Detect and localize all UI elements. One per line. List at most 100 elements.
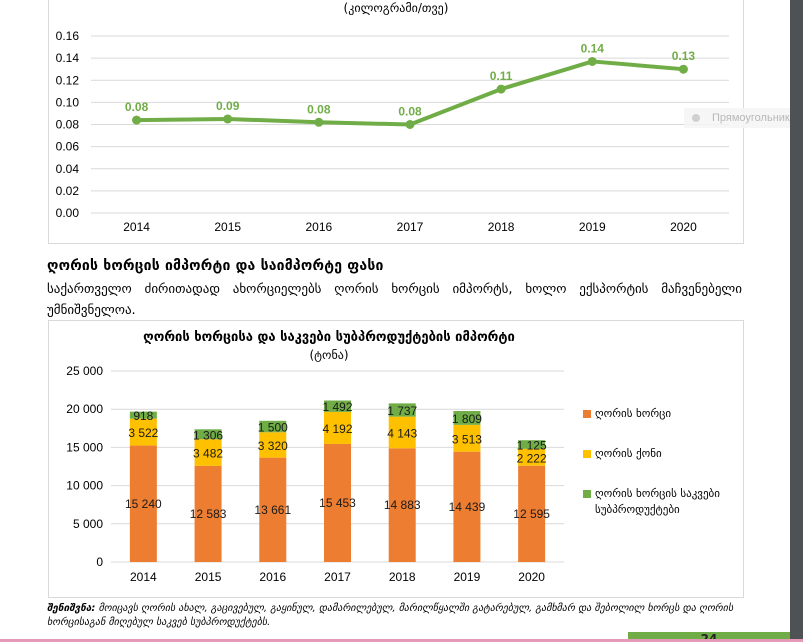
x-tick-label: 2020 bbox=[670, 220, 697, 234]
line-chart-subtitle: (კილოგრამი/თვე) bbox=[343, 1, 449, 15]
viewer-background bbox=[790, 0, 803, 642]
bar-data-label: 13 661 bbox=[254, 503, 291, 517]
bar-data-label: 15 240 bbox=[125, 497, 162, 511]
y-tick-label: 0.14 bbox=[56, 51, 80, 65]
y-tick-label: 25 000 bbox=[66, 364, 103, 378]
section-heading: ღორის ხორცის იმპორტი და საიმპორტე ფასი bbox=[47, 258, 384, 274]
y-tick-label: 0.02 bbox=[56, 184, 80, 198]
bar-segment-fat bbox=[453, 424, 481, 452]
page-border-line bbox=[0, 639, 803, 642]
x-tick-label: 2017 bbox=[397, 220, 424, 234]
section-body-text: საქართველო ძირითადად ახორციელებს ღორის ხ… bbox=[47, 282, 742, 318]
y-tick-label: 0.10 bbox=[56, 95, 80, 109]
bar-data-label: 3 320 bbox=[258, 439, 288, 453]
x-tick-label: 2015 bbox=[214, 220, 241, 234]
x-tick-label: 2015 bbox=[195, 570, 222, 584]
y-tick-label: 5 000 bbox=[73, 517, 103, 531]
x-tick-label: 2018 bbox=[488, 220, 515, 234]
bar-data-label: 1 306 bbox=[193, 428, 223, 442]
bar-segment-pork bbox=[259, 457, 287, 562]
bar-data-label: 918 bbox=[133, 409, 153, 423]
x-tick-label: 2017 bbox=[324, 570, 351, 584]
bar-segment-fat bbox=[518, 448, 546, 466]
y-tick-label: 0.04 bbox=[56, 162, 80, 176]
x-tick-label: 2014 bbox=[123, 220, 150, 234]
bar-segment-offal bbox=[194, 429, 222, 440]
bar-data-label: 12 583 bbox=[190, 507, 227, 521]
legend-item-fat: ღორის ქონი bbox=[583, 446, 733, 462]
bar-segment-pork bbox=[194, 465, 222, 562]
x-tick-label: 2018 bbox=[389, 570, 416, 584]
x-tick-label: 2014 bbox=[130, 570, 157, 584]
line-chart: 0.00 0.02 0.04 0.06 0.08 0.10 0.12 0.14 0.16 2014… bbox=[56, 29, 729, 234]
bar-data-label: 15 453 bbox=[319, 496, 356, 510]
data-point bbox=[405, 120, 415, 129]
shape-tooltip: Прямоугольник bbox=[684, 108, 803, 128]
bar-data-label: 14 883 bbox=[384, 498, 421, 512]
bar-data-label: 3 522 bbox=[128, 426, 158, 440]
bar-chart-legend: ღორის ხორცი ღორის ქონი ღორის ხორცის საკვ… bbox=[583, 406, 733, 542]
data-label: 0.08 bbox=[307, 102, 331, 116]
bar-data-label: 1 125 bbox=[517, 439, 547, 453]
bar-data-label: 4 192 bbox=[322, 422, 352, 436]
bar-segment-offal bbox=[453, 411, 481, 425]
page-number: 24 bbox=[628, 632, 790, 640]
footnote-label: შენიშვნა: bbox=[47, 603, 96, 614]
x-tick-label: 2016 bbox=[259, 570, 286, 584]
bar-segment-fat bbox=[388, 416, 416, 449]
legend-label-offal: ღორის ხორცის საკვები სუბპროდუქტები bbox=[595, 487, 720, 516]
legend-label-pork: ღორის ხორცი bbox=[595, 407, 672, 420]
bar-segment-offal bbox=[129, 411, 157, 419]
y-tick-label: 0 bbox=[96, 555, 103, 569]
y-tick-label: 10 000 bbox=[66, 479, 103, 493]
x-tick-label: 2019 bbox=[454, 570, 481, 584]
line-chart-frame: (კილოგრამი/თვე) 0.00 0.02 0.04 0.06 0.08 0.10… bbox=[48, 0, 744, 244]
shape-dot-icon bbox=[692, 114, 700, 123]
bar-segment-pork bbox=[518, 465, 546, 562]
footnote-text: მოიცავს ღორის ახალ, გაცივებულ, გაყინულ, … bbox=[47, 603, 734, 628]
y-tick-label: 0.06 bbox=[56, 140, 80, 154]
bar-segment-fat bbox=[129, 418, 157, 446]
bar-segment-pork bbox=[324, 443, 351, 562]
bar-chart-subtitle: (ტონა) bbox=[309, 348, 349, 362]
bar-segment-fat bbox=[259, 432, 287, 458]
bar-data-label: 3 513 bbox=[452, 432, 482, 446]
data-point bbox=[678, 64, 688, 74]
data-label: 0.11 bbox=[490, 69, 513, 83]
bar-segment-offal bbox=[388, 403, 416, 417]
y-tick-label: 0.08 bbox=[56, 118, 80, 132]
y-tick-label: 0.12 bbox=[56, 73, 80, 87]
y-tick-label: 15 000 bbox=[66, 440, 103, 454]
bar-data-label: 1 492 bbox=[322, 400, 352, 414]
bar-segment-pork bbox=[129, 445, 157, 562]
bar-segment-pork bbox=[388, 448, 416, 562]
bar-data-label: 4 143 bbox=[387, 426, 417, 440]
y-tick-label: 0.16 bbox=[56, 29, 80, 43]
data-point bbox=[132, 115, 142, 125]
bar-data-label: 12 595 bbox=[513, 507, 550, 521]
bar-data-label: 14 439 bbox=[449, 500, 486, 514]
bar-data-label: 1 737 bbox=[387, 404, 417, 418]
data-label: 0.08 bbox=[125, 100, 149, 114]
data-label: 0.09 bbox=[216, 99, 240, 113]
data-label: 0.14 bbox=[581, 41, 605, 55]
legend-swatch-fat bbox=[583, 450, 591, 458]
data-point bbox=[223, 114, 233, 124]
bar-segment-offal bbox=[259, 420, 287, 433]
tooltip-text: Прямоугольник bbox=[712, 112, 790, 124]
legend-item-pork: ღორის ხორცი bbox=[583, 406, 733, 422]
footnote: შენიშვნა: მოიცავს ღორის ახალ, გაცივებულ,… bbox=[47, 602, 747, 630]
legend-label-fat: ღორის ქონი bbox=[595, 447, 662, 460]
bar-segment-offal bbox=[324, 400, 351, 412]
legend-item-offal: ღორის ხორცის საკვები სუბპროდუქტები bbox=[583, 486, 733, 518]
x-tick-label: 2016 bbox=[306, 220, 333, 234]
bar-chart: 0 5 000 10 000 15 000 20 000 25 000 15 240 3 52… bbox=[66, 364, 564, 584]
bar-data-label: 2 222 bbox=[517, 451, 547, 465]
bar-data-label: 1 500 bbox=[258, 421, 288, 435]
bar-segment-offal bbox=[518, 440, 546, 449]
legend-swatch-offal bbox=[583, 490, 591, 498]
bar-segment-fat bbox=[194, 439, 222, 466]
x-tick-label: 2020 bbox=[518, 570, 545, 584]
bar-data-label: 1 809 bbox=[452, 412, 482, 426]
